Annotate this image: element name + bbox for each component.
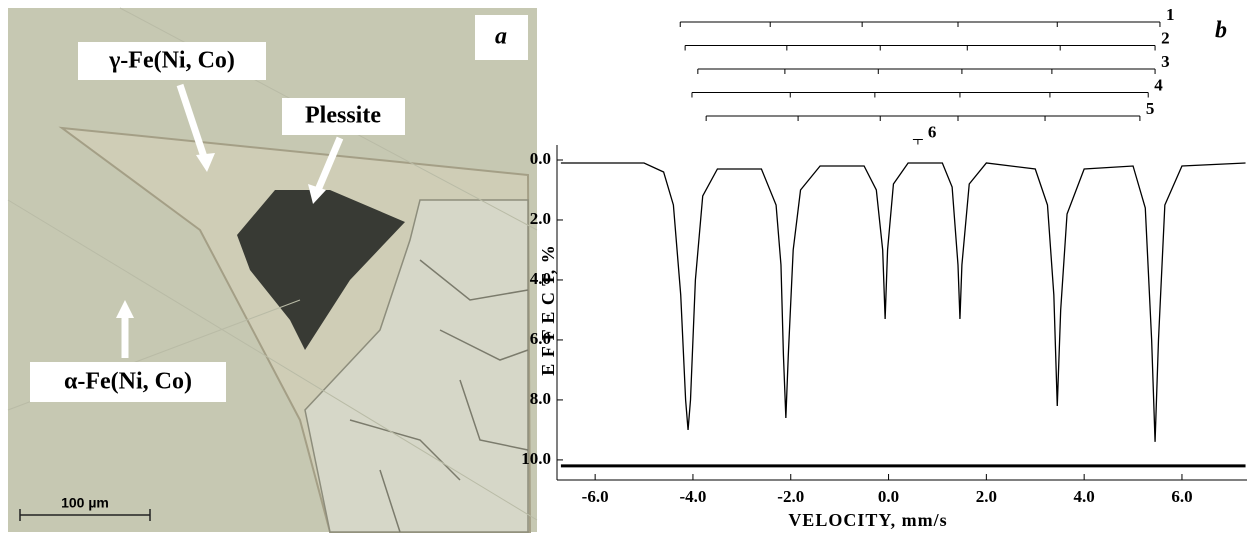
phase-label: Plessite [305,103,381,129]
y-tick-label: 8.0 [530,389,551,408]
micrograph: a γ-Fe(Ni, Co) Plessite α-Fe(Ni, Co) 100… [7,7,538,533]
sextet-label: 3 [1161,52,1170,71]
label-box [282,98,405,135]
scale-bar-label: 100 µm [61,495,109,511]
x-axis-title: VELOCITY, mm/s [788,510,947,530]
x-tick-label: 2.0 [976,487,997,506]
arrow-head [308,184,326,204]
x-tick-label: -2.0 [777,487,804,506]
arrow-head [116,300,134,318]
sextet-label: 4 [1154,75,1163,94]
phase-label: α-Fe(Ni, Co) [64,369,192,395]
plessite-region [237,190,405,350]
x-tick-label: 4.0 [1074,487,1095,506]
arrow-gamma [176,83,209,162]
arrow-head [196,153,215,172]
sextet-label: 6 [928,122,937,141]
sextet-label: 2 [1161,28,1170,47]
label-box [30,362,226,402]
x-tick-label: -6.0 [582,487,609,506]
y-tick-label: 10.0 [521,449,551,468]
panel-label: a [495,24,507,50]
grain-region [304,199,529,533]
phase-label: γ-Fe(Ni, Co) [108,48,235,74]
y-tick-label: 4.0 [530,269,551,288]
y-tick-label: 6.0 [530,329,551,348]
x-tick-label: 0.0 [878,487,899,506]
x-tick-label: 6.0 [1171,487,1192,506]
spectrum [560,162,1246,442]
y-axis-title: E F F E C T, % [538,244,558,376]
x-tick-label: -4.0 [679,487,706,506]
panel-label: b [1215,18,1227,44]
label-box [475,15,528,60]
arrow-plessite [314,136,344,192]
y-tick-label: 0.0 [530,149,551,168]
sextet-label: 5 [1146,99,1155,118]
sextet-label: 1 [1166,5,1175,24]
label-box [78,42,266,80]
y-tick-label: 2.0 [530,209,551,228]
grain-boundaries [349,259,529,533]
